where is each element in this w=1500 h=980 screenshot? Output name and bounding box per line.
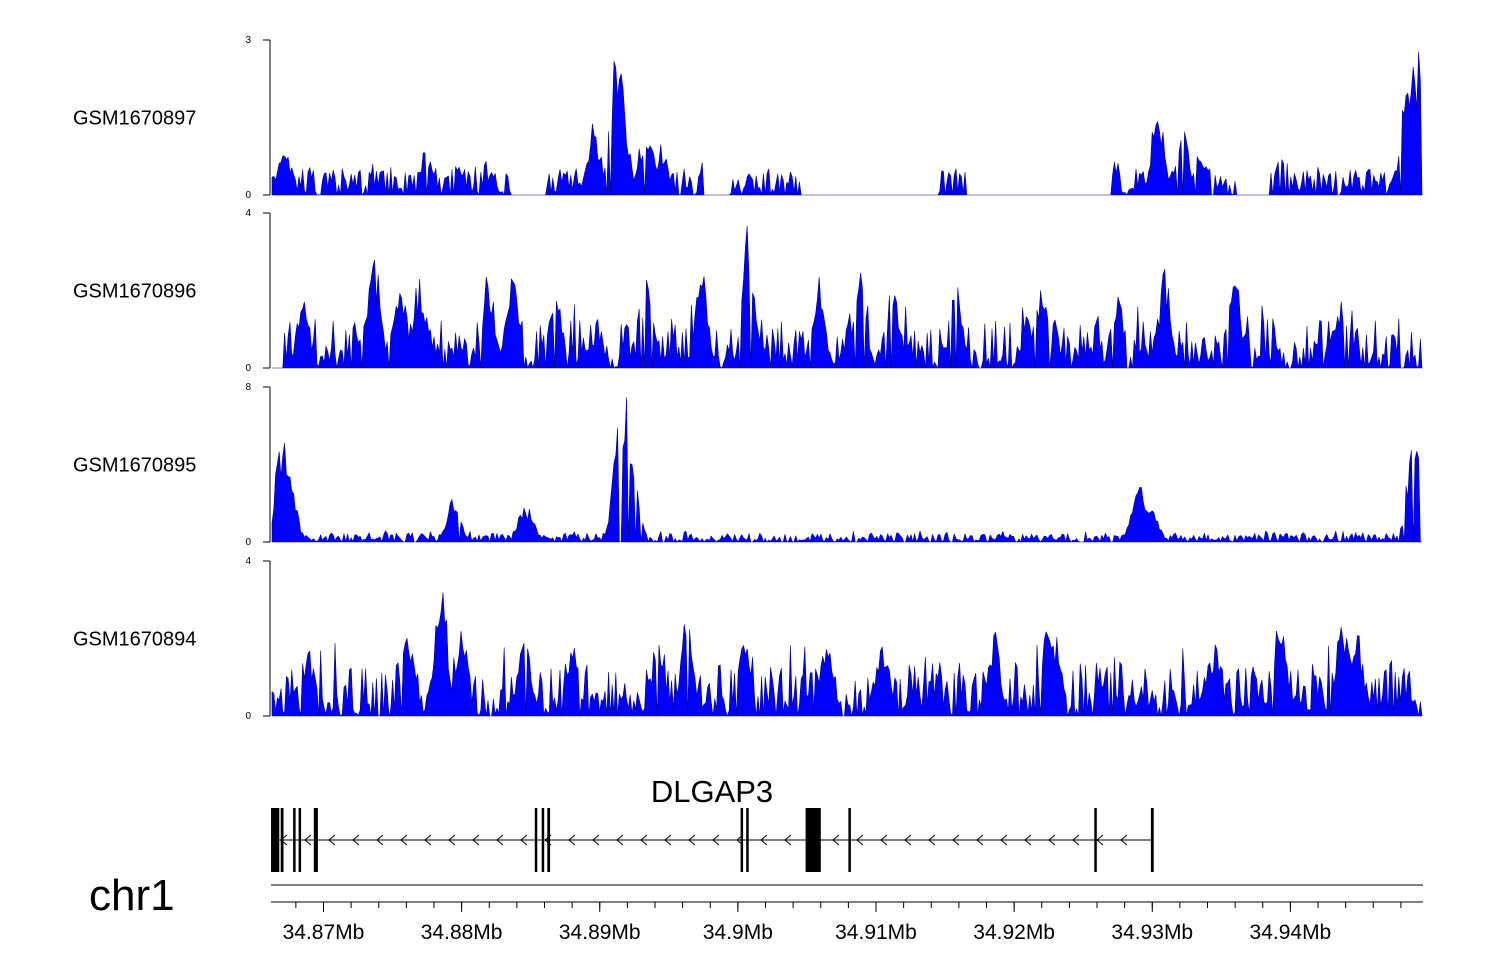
track-label: GSM1670895	[73, 455, 196, 477]
strand-arrow	[976, 834, 984, 846]
gene-exon	[293, 808, 296, 872]
y-tick-label: 3	[245, 35, 251, 46]
y-tick-label: 4	[245, 208, 251, 219]
strand-arrow	[928, 834, 936, 846]
strand-arrow	[1024, 834, 1032, 846]
y-tick-label: 0	[245, 711, 251, 722]
gene-exon	[1094, 808, 1097, 872]
gene-exon	[271, 808, 280, 872]
gene-label: DLGAP3	[651, 774, 773, 809]
coverage-tracks: GSM167089730GSM167089640GSM167089580GSM1…	[73, 35, 1423, 722]
track-GSM1670894: GSM1670894 4 0	[73, 556, 1423, 722]
gene-exon	[280, 808, 284, 872]
x-tick-label: 34.87Mb	[283, 921, 365, 944]
strand-arrow	[832, 834, 840, 846]
strand-arrow	[904, 834, 912, 846]
strand-arrow	[472, 834, 480, 846]
strand-arrow	[1072, 834, 1080, 846]
gene-exon	[547, 808, 551, 872]
track-label: GSM1670897	[73, 108, 196, 130]
strand-arrow	[376, 834, 384, 846]
x-tick-label: 34.92Mb	[973, 921, 1055, 944]
strand-arrow	[352, 834, 360, 846]
coverage-area	[271, 592, 1423, 717]
strand-arrow	[520, 834, 528, 846]
gene-exon	[740, 808, 744, 872]
strand-arrow	[568, 834, 576, 846]
strand-arrow	[952, 834, 960, 846]
strand-arrow	[1120, 834, 1128, 846]
strand-arrow	[784, 834, 792, 846]
genome-axis: chr1 34.87Mb 34.88Mb 34.89Mb 34.9Mb 34.91Mb 3…	[89, 871, 1423, 944]
strand-arrow	[688, 834, 696, 846]
x-tick-label: 34.94Mb	[1250, 921, 1332, 944]
gene-exon	[298, 808, 302, 872]
strand-arrow	[496, 834, 504, 846]
strand-arrow	[880, 834, 888, 846]
x-tick-label: 34.9Mb	[703, 921, 773, 944]
chromosome-label: chr1	[89, 871, 175, 920]
gene-exon	[848, 808, 851, 872]
x-tick-label: 34.89Mb	[559, 921, 641, 944]
y-tick-label: 0	[245, 190, 251, 201]
gene-exon	[805, 808, 821, 872]
gene-exon	[1150, 808, 1154, 872]
x-tick-label: 34.88Mb	[421, 921, 503, 944]
x-tick-label: 34.91Mb	[835, 921, 917, 944]
coverage-area	[271, 225, 1423, 369]
gene-exon	[313, 808, 318, 872]
y-tick-label: 0	[245, 363, 251, 374]
coverage-area	[271, 51, 1423, 196]
strand-arrow	[616, 834, 624, 846]
y-tick-label: 8	[245, 382, 251, 393]
strand-arrow	[1048, 834, 1056, 846]
strand-arrow	[640, 834, 648, 846]
strand-arrow	[1000, 834, 1008, 846]
gene-exon	[541, 808, 545, 872]
strand-arrow	[304, 834, 312, 846]
strand-arrow	[712, 834, 720, 846]
strand-arrow	[400, 834, 408, 846]
x-tick-label: 34.93Mb	[1111, 921, 1193, 944]
strand-arrow	[760, 834, 768, 846]
coverage-area	[271, 397, 1423, 543]
track-label: GSM1670894	[73, 629, 196, 651]
strand-arrow	[1096, 834, 1104, 846]
strand-arrow	[592, 834, 600, 846]
gene-exon	[746, 808, 749, 872]
strand-arrow	[424, 834, 432, 846]
y-tick-label: 4	[245, 556, 251, 567]
gene-exon	[534, 808, 538, 872]
strand-arrow	[856, 834, 864, 846]
track-GSM1670896: GSM1670896 4 0	[73, 208, 1423, 374]
strand-arrow	[664, 834, 672, 846]
gene-track: DLGAP3	[271, 774, 1154, 872]
track-label: GSM1670896	[73, 281, 196, 303]
strand-arrow	[328, 834, 336, 846]
y-tick-label: 0	[245, 537, 251, 548]
strand-arrow	[448, 834, 456, 846]
track-GSM1670897: GSM1670897 3 0	[73, 35, 1423, 201]
track-GSM1670895: GSM1670895 8 0	[73, 382, 1423, 548]
